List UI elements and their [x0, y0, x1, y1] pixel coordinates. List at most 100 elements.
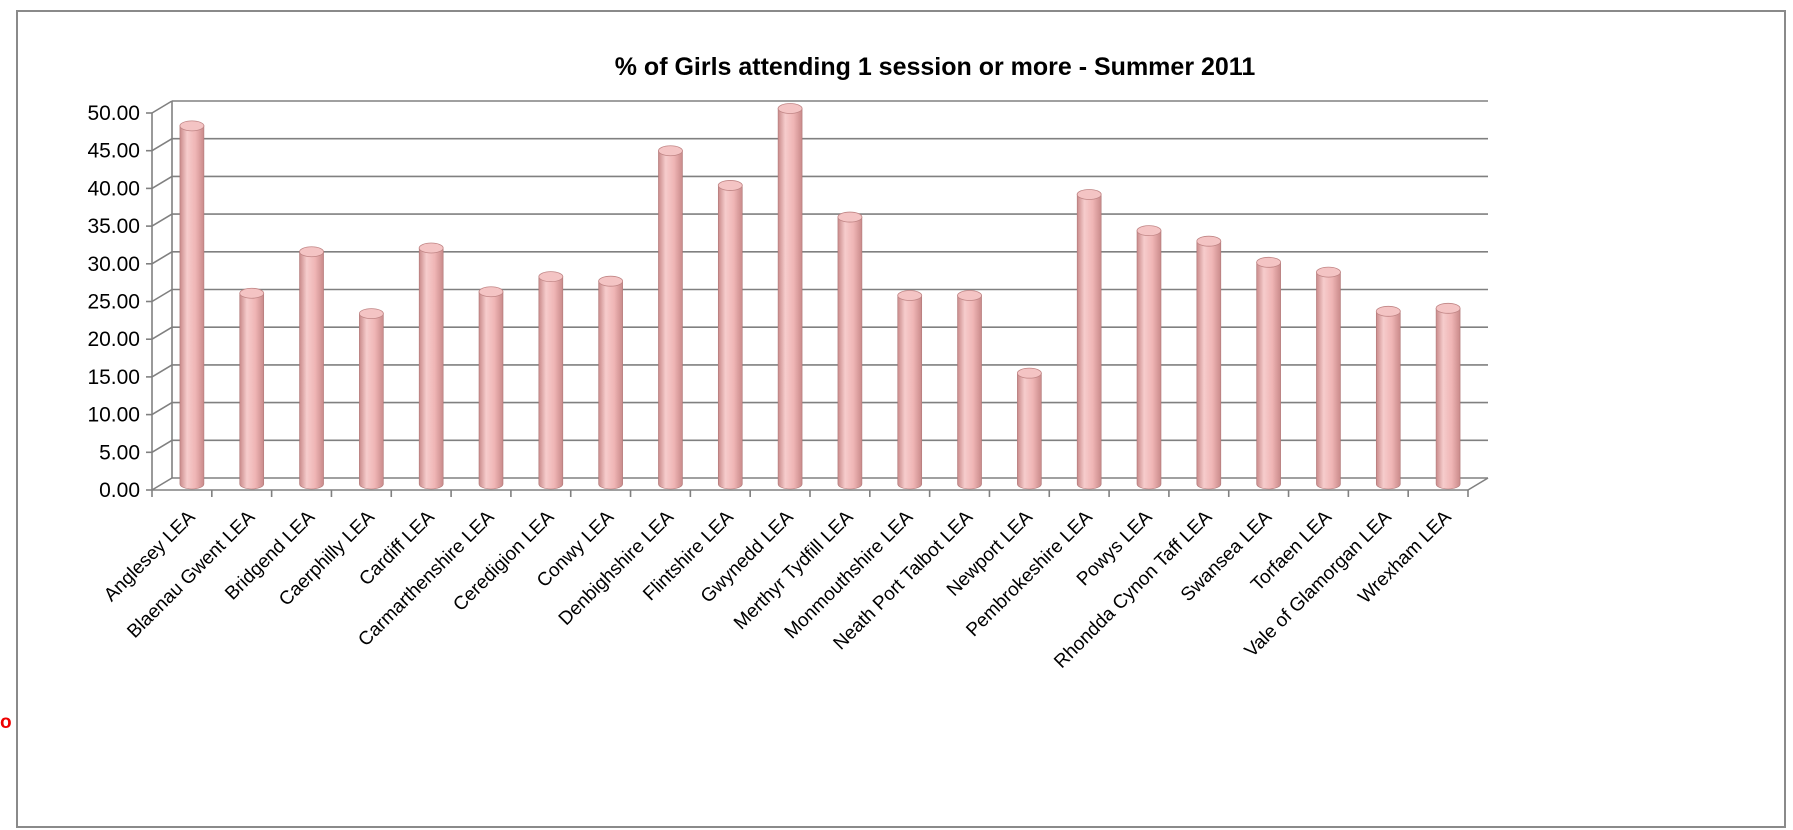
bar-body [538, 276, 564, 490]
bar [538, 271, 564, 490]
y-tick-label: 30.00 [87, 253, 140, 276]
bar [179, 120, 205, 490]
bar-top [358, 308, 384, 319]
bar [837, 211, 863, 490]
bar-body [1435, 308, 1461, 490]
chart-title: % of Girls attending 1 session or more -… [615, 53, 1256, 81]
bar-top [717, 180, 743, 191]
y-tick-label: 50.00 [87, 102, 140, 125]
gridline-diagonal [151, 100, 173, 114]
bar-body [179, 125, 205, 490]
bar-body [1076, 194, 1102, 490]
bar-body [1316, 271, 1341, 490]
bar [957, 290, 982, 490]
bar [478, 286, 504, 490]
gridlines [151, 100, 1488, 491]
bar-body [359, 313, 384, 490]
bar [239, 287, 265, 490]
bar [1016, 367, 1042, 490]
bar [299, 246, 324, 490]
bar [658, 145, 683, 490]
floor-right-edge [1467, 477, 1489, 491]
clipped-text-fragment: o [0, 712, 12, 733]
y-tick-labels: 0.00 5.00 10.00 15.00 20.00 25.00 30.00 35.00 40… [87, 102, 140, 502]
bar [1076, 189, 1102, 490]
bar-body [239, 292, 265, 490]
bar-body [717, 185, 743, 490]
bar [1435, 302, 1461, 490]
bar-body [897, 295, 923, 490]
bar-top [1136, 225, 1162, 237]
bar-top [658, 145, 683, 157]
bar [897, 290, 923, 490]
gridline-diagonal [151, 326, 173, 340]
bar-body [478, 291, 504, 490]
x-category-label: Denbighshire LEA [555, 506, 678, 629]
bar-top [837, 211, 863, 223]
gridline-diagonal [151, 251, 173, 265]
gridline-diagonal [151, 138, 173, 152]
bar-body [1017, 372, 1042, 490]
bar-top [1076, 189, 1102, 200]
y-tick-label: 15.00 [87, 366, 140, 389]
y-tick-label: 20.00 [87, 328, 140, 351]
bar-top [478, 286, 504, 298]
bar-body [1375, 311, 1401, 490]
bar-top [1016, 367, 1042, 379]
gridline-diagonal [151, 477, 173, 491]
bar-body [957, 295, 982, 490]
bar-top [179, 120, 205, 132]
gridline-diagonal [151, 439, 173, 453]
bar-top [957, 290, 982, 301]
bar-top [1435, 302, 1461, 314]
bars [179, 103, 1461, 490]
bar-body [598, 280, 623, 490]
gridline-diagonal [151, 364, 173, 378]
y-tick-label: 5.00 [99, 441, 140, 464]
bar-top [239, 287, 265, 299]
bar-body [837, 216, 863, 490]
gridline-diagonal [151, 288, 173, 303]
bar-top [897, 290, 923, 301]
bar [717, 180, 743, 490]
bar [358, 308, 384, 490]
bar-top [299, 246, 324, 258]
bar-top [777, 103, 803, 114]
x-category-label: Ceredigion LEA [449, 506, 558, 615]
bar [1375, 305, 1401, 490]
bar-body [299, 251, 324, 490]
bar-body [1256, 262, 1281, 490]
bar-body [1196, 240, 1222, 490]
bar-top [598, 275, 624, 287]
y-tick-label: 0.00 [99, 479, 140, 502]
bar [1316, 266, 1341, 490]
bar [1256, 256, 1282, 490]
bar-top [1316, 266, 1341, 278]
y-tick-label: 35.00 [87, 215, 140, 238]
bar-body [777, 108, 803, 490]
y-tick-label: 40.00 [87, 177, 140, 200]
bar-top [1196, 235, 1222, 247]
gridline-diagonal [151, 213, 173, 227]
bar-top [418, 242, 444, 254]
gridline-diagonal [151, 401, 173, 416]
bar-top [538, 271, 564, 283]
y-tick-label: 25.00 [87, 291, 140, 314]
bar [1196, 235, 1222, 490]
bar [777, 103, 803, 490]
y-tick-label: 45.00 [87, 140, 140, 163]
y-tick-label: 10.00 [87, 404, 140, 427]
axes [146, 101, 1489, 497]
bar-body [1136, 230, 1162, 490]
bar [418, 242, 444, 490]
bar [1136, 225, 1162, 490]
gridline-diagonal [151, 175, 173, 190]
bar [598, 275, 624, 490]
bar-top [1375, 305, 1401, 317]
bar-body [658, 150, 683, 490]
bar-body [418, 247, 444, 490]
bar-top [1256, 256, 1282, 268]
